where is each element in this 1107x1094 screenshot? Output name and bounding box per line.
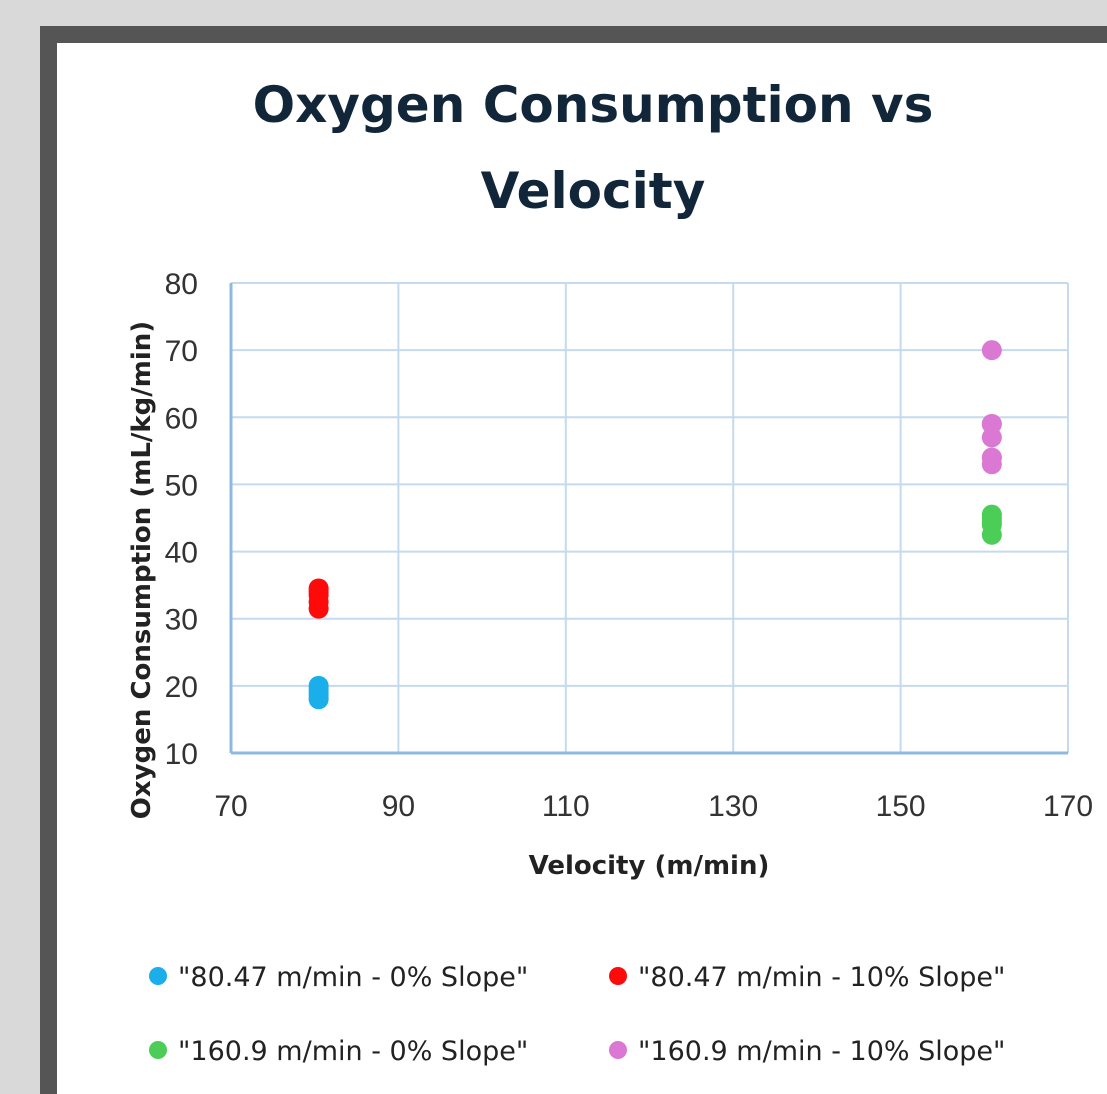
legend-marker — [149, 967, 167, 985]
data-point-series-4 — [981, 447, 1002, 468]
y-tick-label: 30 — [165, 604, 198, 637]
data-point-series-3 — [981, 504, 1002, 525]
x-tick-label: 130 — [708, 790, 758, 823]
data-point-series-1 — [308, 675, 329, 696]
legend-label: "160.9 m/min - 0% Slope" — [178, 1036, 528, 1067]
x-tick-label: 150 — [876, 790, 926, 823]
x-axis-label: Velocity (m/min) — [529, 851, 770, 881]
x-tick-label: 90 — [382, 790, 415, 823]
x-tick-label: 110 — [542, 790, 590, 823]
data-point-series-2 — [308, 578, 329, 599]
scatter-chart: Oxygen Consumption vs Velocity 10 20 30 40 5… — [127, 76, 1093, 1067]
chart-panel: Oxygen Consumption vs Velocity 10 20 30 40 5… — [57, 43, 1107, 1094]
y-tick-label: 60 — [165, 402, 198, 435]
data-point-series-4 — [981, 340, 1002, 361]
legend: "80.47 m/min - 0% Slope" "80.47 m/min - 1… — [149, 962, 1005, 1067]
y-tick-label: 20 — [165, 671, 198, 704]
legend-label: "160.9 m/min - 10% Slope" — [638, 1036, 1005, 1067]
y-tick-label: 50 — [165, 469, 198, 502]
chart-frame: Oxygen Consumption vs Velocity 10 20 30 40 5… — [40, 26, 1107, 1094]
legend-label: "80.47 m/min - 0% Slope" — [178, 962, 528, 993]
y-tick-label: 10 — [165, 738, 198, 771]
data-point-series-4 — [981, 414, 1002, 434]
chart-title-line-2: Velocity — [481, 162, 706, 220]
legend-marker — [609, 967, 627, 985]
legend-label: "80.47 m/min - 10% Slope" — [638, 962, 1005, 993]
y-axis-label: Oxygen Consumption (mL/kg/min) — [127, 321, 157, 819]
x-tick-label: 70 — [214, 790, 247, 823]
grid — [229, 282, 1069, 755]
data-points — [308, 340, 1002, 710]
y-tick-label: 70 — [165, 335, 198, 368]
y-tick-label: 40 — [165, 537, 198, 570]
y-tick-label: 80 — [165, 268, 198, 301]
legend-marker — [149, 1041, 167, 1059]
axis-ticks: 10 20 30 40 50 60 70 80 70 90 110 130 150 170 — [165, 268, 1093, 823]
chart-title-line-1: Oxygen Consumption vs — [253, 76, 934, 134]
legend-marker — [609, 1041, 627, 1059]
x-tick-label: 170 — [1043, 790, 1093, 823]
